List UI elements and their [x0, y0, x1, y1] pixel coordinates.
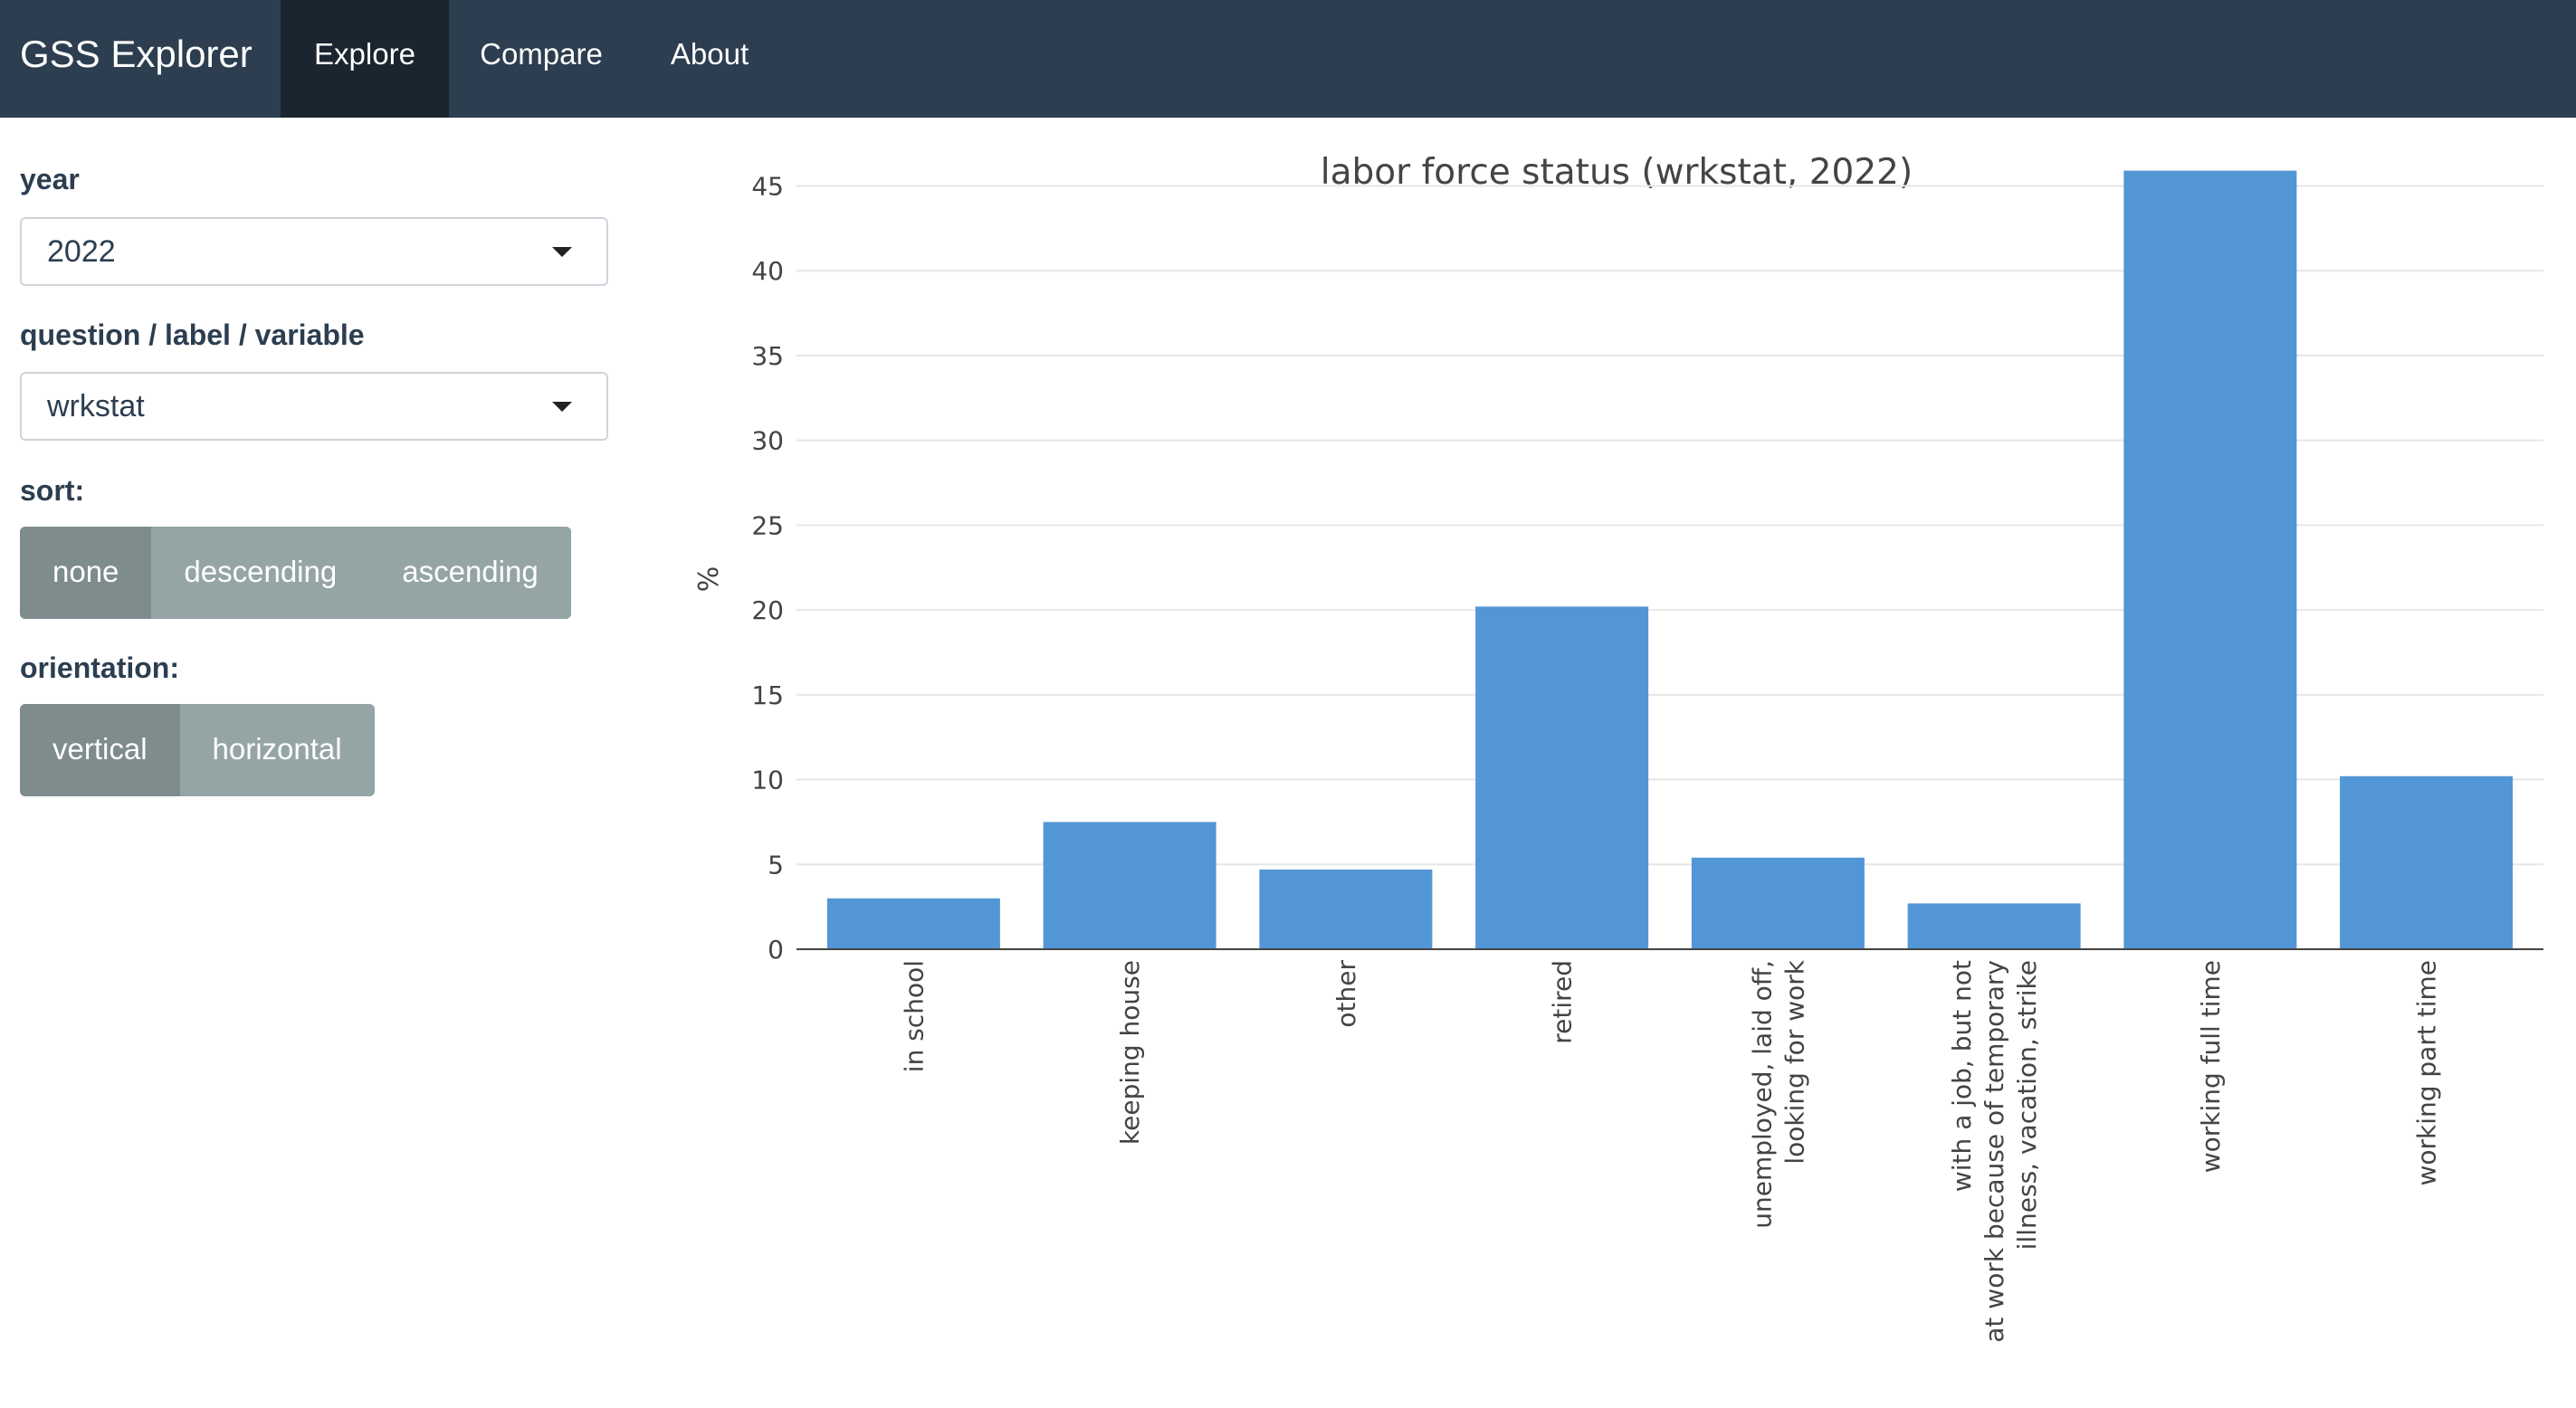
- question-label: question / label / variable: [20, 319, 365, 351]
- sort-ascending-button[interactable]: ascending: [369, 527, 571, 619]
- sort-none-button[interactable]: none: [20, 527, 152, 619]
- bar-chart: labor force status (wrkstat, 2022) % 051…: [693, 152, 2543, 1343]
- sort-descending-button[interactable]: descending: [151, 527, 370, 619]
- x-tick-label-line: working full time: [2196, 960, 2226, 1173]
- x-tick-label: retired: [1548, 960, 1578, 1044]
- x-tick-label: keeping house: [1115, 960, 1145, 1145]
- tab-about[interactable]: About: [670, 37, 749, 71]
- x-tick-label-line: retired: [1548, 960, 1578, 1044]
- y-tick-label: 30: [751, 426, 784, 456]
- chevron-down-icon: [552, 247, 572, 257]
- question-select-value: wrkstat: [47, 389, 145, 423]
- bar[interactable]: [2123, 170, 2297, 949]
- y-tick-label: 20: [751, 595, 784, 625]
- year-label: year: [20, 163, 80, 195]
- y-tick-label: 15: [751, 680, 784, 710]
- y-tick-label: 35: [751, 341, 784, 371]
- bar[interactable]: [826, 898, 1000, 949]
- y-tick-label: 5: [768, 850, 784, 880]
- bars: [826, 170, 2514, 949]
- x-tick-label-line: unemployed, laid off,: [1747, 960, 1777, 1229]
- y-tick-label: 0: [768, 935, 784, 965]
- tab-explore[interactable]: Explore: [281, 0, 449, 118]
- x-axis: in school keeping house other retired unempl…: [899, 959, 2441, 1343]
- y-tick-label: 40: [751, 256, 784, 286]
- bar[interactable]: [1907, 903, 2081, 949]
- x-tick-label-line: illness, vacation, strike: [2012, 960, 2042, 1250]
- x-tick-label-line: with a job, but not: [1947, 960, 1977, 1192]
- sort-button-group: none descending ascending: [20, 527, 571, 619]
- orientation-vertical-button[interactable]: vertical: [20, 704, 180, 796]
- navbar: GSS Explorer Explore Compare About: [0, 0, 2576, 118]
- x-tick-label: other: [1331, 960, 1361, 1028]
- bar[interactable]: [1475, 606, 1649, 949]
- year-select[interactable]: 2022: [20, 217, 608, 286]
- x-tick-label-line: looking for work: [1779, 959, 1809, 1164]
- x-tick-label-line: keeping house: [1115, 960, 1145, 1145]
- bar[interactable]: [1043, 822, 1216, 949]
- bar[interactable]: [1691, 857, 1865, 949]
- bar[interactable]: [1259, 869, 1433, 949]
- y-tick-label: 10: [751, 766, 784, 795]
- orientation-button-group: vertical horizontal: [20, 704, 375, 796]
- tab-compare[interactable]: Compare: [480, 37, 603, 71]
- x-tick-label-line: working part time: [2412, 960, 2442, 1186]
- x-tick-label-line: at work because of temporary: [1980, 960, 2009, 1343]
- x-tick-label: working part time: [2412, 960, 2442, 1186]
- question-select[interactable]: wrkstat: [20, 372, 608, 441]
- chevron-down-icon: [552, 402, 572, 412]
- y-axis: 0 5 10 15 20 25 30 35 40 45: [751, 171, 784, 965]
- x-tick-label: in school: [899, 960, 929, 1072]
- app-brand[interactable]: GSS Explorer: [20, 33, 253, 75]
- x-tick-label-line: in school: [899, 960, 929, 1072]
- x-tick-label: working full time: [2196, 960, 2226, 1173]
- y-axis-label: %: [693, 566, 725, 593]
- y-tick-label: 45: [751, 171, 784, 201]
- x-tick-label: with a job, but not at work because of te…: [1947, 960, 2042, 1343]
- sort-label: sort:: [20, 474, 85, 507]
- x-tick-label-line: other: [1331, 960, 1361, 1028]
- year-select-value: 2022: [47, 234, 116, 269]
- orientation-label: orientation:: [20, 652, 179, 684]
- x-tick-label: unemployed, laid off, looking for work: [1747, 959, 1809, 1229]
- orientation-horizontal-button[interactable]: horizontal: [179, 704, 375, 796]
- bar[interactable]: [2340, 775, 2514, 949]
- y-tick-label: 25: [751, 510, 784, 540]
